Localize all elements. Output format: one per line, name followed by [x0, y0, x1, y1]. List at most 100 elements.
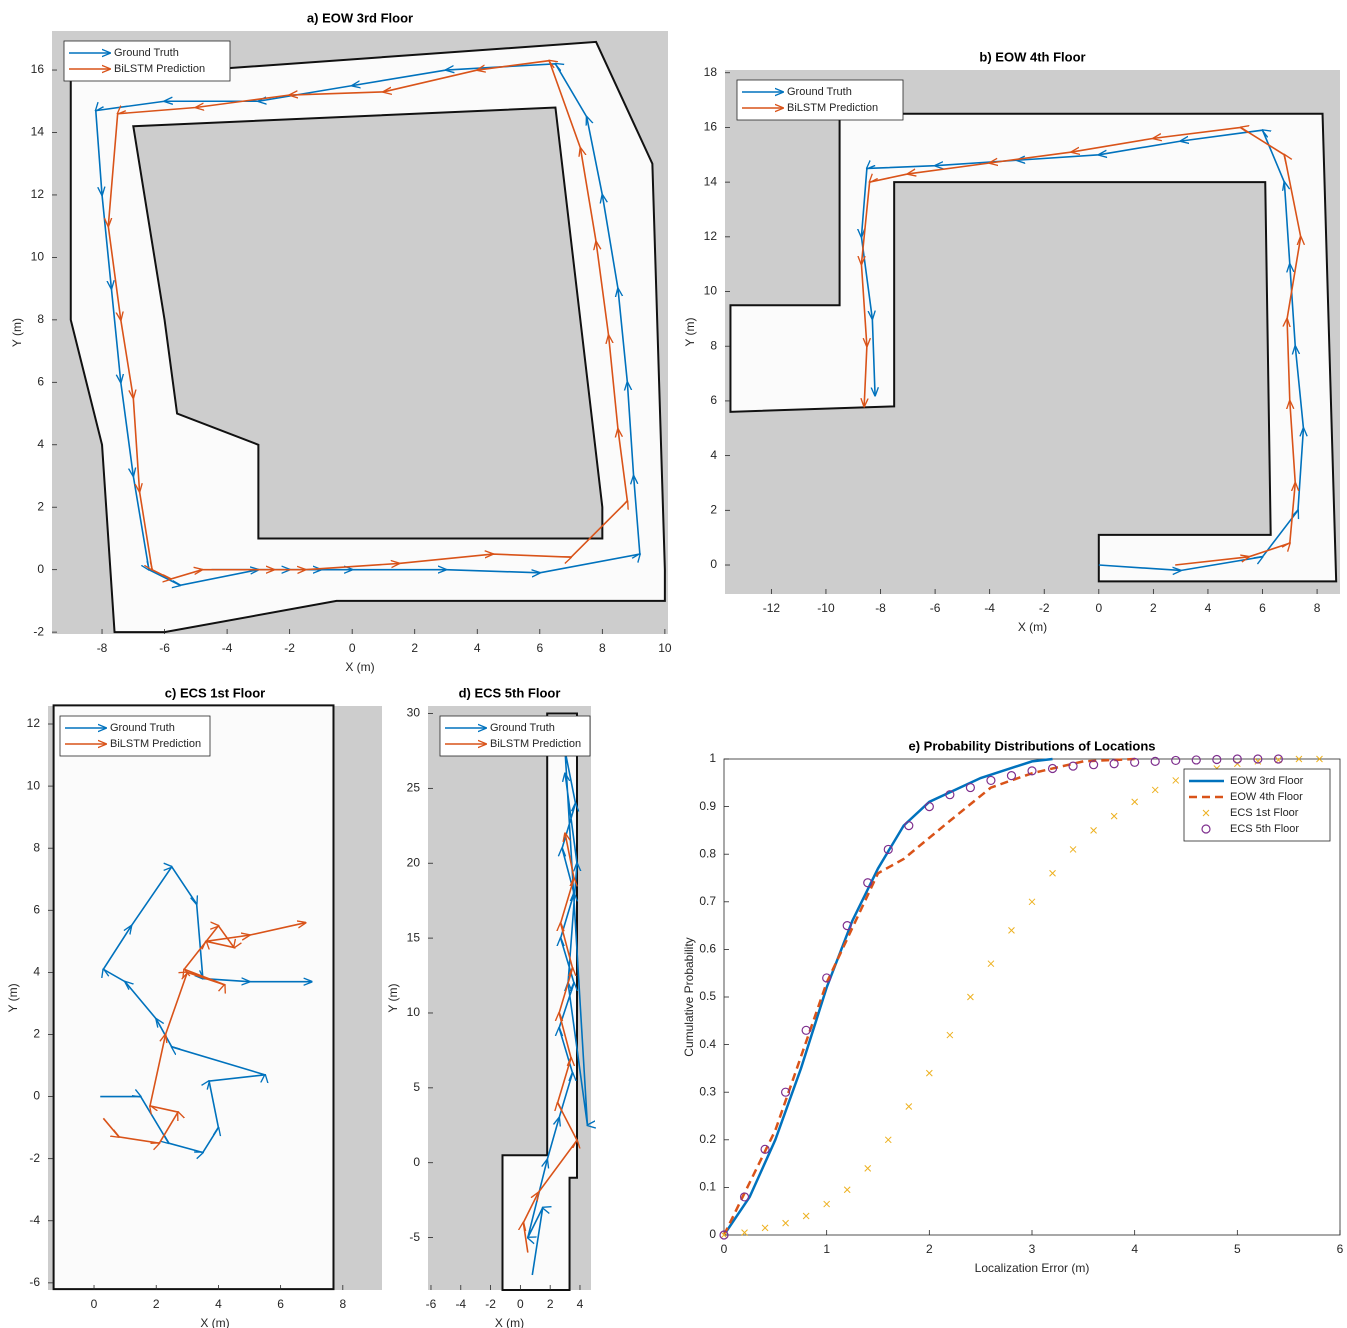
y-tick-label: -5	[409, 1230, 420, 1244]
y-tick-label: 18	[704, 65, 718, 79]
x-tick-label: 4	[577, 1297, 584, 1311]
y-tick-label: 0	[710, 557, 717, 571]
x-tick-label: 10	[658, 641, 672, 655]
x-tick-label: 6	[536, 641, 543, 655]
legend-label: Ground Truth	[110, 722, 175, 734]
y-tick-label: 12	[31, 187, 45, 201]
chart-title: e) Probability Distributions of Location…	[908, 738, 1155, 753]
x-tick-label: 2	[411, 641, 418, 655]
x-tick-label: 0	[517, 1297, 524, 1311]
x-tick-label: -6	[930, 601, 941, 615]
y-tick-label: 2	[33, 1027, 40, 1041]
y-tick-label: 14	[31, 125, 45, 139]
x-tick-label: -6	[159, 641, 170, 655]
y-axis-label: Cumulative Probability	[682, 937, 696, 1056]
chart-title: d) ECS 5th Floor	[459, 685, 561, 700]
y-tick-label: 8	[33, 840, 40, 854]
y-tick-label: 16	[31, 62, 45, 76]
x-tick-label: 0	[91, 1297, 98, 1311]
x-tick-label: 8	[1314, 601, 1321, 615]
x-tick-label: 0	[349, 641, 356, 655]
y-tick-label: 6	[33, 902, 40, 916]
y-tick-label: 0	[37, 562, 44, 576]
y-tick-label: 0.9	[699, 799, 716, 813]
x-tick-label: -6	[426, 1297, 437, 1311]
x-tick-label: -2	[485, 1297, 496, 1311]
x-tick-label: -10	[817, 601, 835, 615]
x-tick-label: 5	[1234, 1242, 1241, 1256]
x-axis-label: X (m)	[200, 1316, 229, 1328]
y-tick-label: 12	[704, 229, 718, 243]
y-tick-label: -2	[29, 1151, 40, 1165]
x-tick-label: 4	[474, 641, 481, 655]
y-tick-label: 5	[413, 1080, 420, 1094]
y-tick-label: 15	[407, 930, 421, 944]
x-axis-label: Localization Error (m)	[975, 1261, 1090, 1275]
x-tick-label: 4	[1205, 601, 1212, 615]
x-axis-label: X (m)	[345, 660, 374, 674]
x-tick-label: -8	[875, 601, 886, 615]
y-tick-label: 2	[37, 499, 44, 513]
y-tick-label: 4	[710, 448, 717, 462]
y-tick-label: 0.8	[699, 846, 716, 860]
x-tick-label: 6	[1337, 1242, 1344, 1256]
y-tick-label: 25	[407, 781, 421, 795]
x-axis-label: X (m)	[1018, 620, 1047, 634]
x-tick-label: -4	[455, 1297, 466, 1311]
legend-label: Ground Truth	[490, 722, 555, 734]
x-tick-label: 1	[823, 1242, 830, 1256]
legend-label: EOW 3rd Floor	[1230, 775, 1304, 787]
legend-label: Ground Truth	[114, 47, 179, 59]
y-tick-label: 0.1	[699, 1180, 716, 1194]
chart-title: c) ECS 1st Floor	[165, 685, 265, 700]
y-tick-label: 0.7	[699, 894, 716, 908]
legend-label: BiLSTM Prediction	[787, 102, 878, 114]
x-tick-label: 4	[215, 1297, 222, 1311]
y-tick-label: 10	[704, 284, 718, 298]
x-tick-label: -12	[763, 601, 781, 615]
y-tick-label: 2	[710, 502, 717, 516]
y-tick-label: 8	[710, 338, 717, 352]
y-tick-label: 12	[27, 716, 41, 730]
y-tick-label: 16	[704, 120, 718, 134]
y-tick-label: 10	[31, 250, 45, 264]
y-tick-label: 10	[407, 1005, 421, 1019]
y-tick-label: 4	[33, 965, 40, 979]
x-tick-label: -2	[284, 641, 295, 655]
y-tick-label: 0	[413, 1155, 420, 1169]
y-axis-label: Y (m)	[10, 318, 24, 347]
x-tick-label: -2	[1039, 601, 1050, 615]
y-tick-label: 4	[37, 437, 44, 451]
map-free-space	[54, 705, 334, 1289]
y-tick-label: 1	[709, 751, 716, 765]
x-tick-label: 8	[339, 1297, 346, 1311]
y-axis-label: Y (m)	[683, 317, 697, 346]
y-tick-label: 0.2	[699, 1132, 716, 1146]
y-tick-label: 20	[407, 855, 421, 869]
y-tick-label: -6	[29, 1275, 40, 1289]
x-tick-label: 2	[1150, 601, 1157, 615]
x-tick-label: 4	[1131, 1242, 1138, 1256]
y-tick-label: 0.3	[699, 1084, 716, 1098]
panel: b) EOW 4th FloorX (m)Y (m)-12-10-8-6-4-2…	[683, 49, 1340, 634]
y-axis-label: Y (m)	[386, 983, 400, 1012]
y-tick-label: 0	[709, 1227, 716, 1241]
chart-title: a) EOW 3rd Floor	[307, 10, 413, 25]
x-tick-label: 6	[277, 1297, 284, 1311]
x-tick-label: -8	[97, 641, 108, 655]
y-axis-label: Y (m)	[6, 983, 20, 1012]
figure: a) EOW 3rd Floor X (m) Y (m) -8 -6 -4 -2 0 2 4 6 8 1…	[0, 0, 1347, 1328]
x-tick-label: 6	[1259, 601, 1266, 615]
y-tick-label: 30	[407, 706, 421, 720]
x-tick-label: 2	[547, 1297, 554, 1311]
x-tick-label: 8	[599, 641, 606, 655]
y-tick-label: 0.6	[699, 942, 716, 956]
y-tick-label: 6	[710, 393, 717, 407]
legend-label: BiLSTM Prediction	[490, 738, 581, 750]
